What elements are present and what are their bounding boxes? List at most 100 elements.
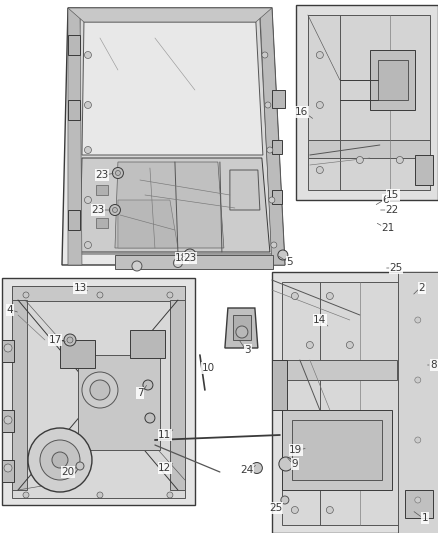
Text: 23: 23 — [92, 205, 105, 215]
Text: 3: 3 — [244, 345, 251, 355]
Text: 23: 23 — [183, 253, 197, 263]
Circle shape — [278, 250, 288, 260]
Text: 2: 2 — [418, 283, 425, 293]
Bar — [115, 255, 273, 269]
Text: 5: 5 — [286, 257, 293, 267]
Text: 25: 25 — [269, 503, 283, 513]
Circle shape — [326, 293, 333, 300]
Polygon shape — [308, 15, 430, 190]
Bar — [2, 460, 14, 482]
Text: 9: 9 — [292, 459, 298, 469]
Circle shape — [316, 101, 323, 109]
Bar — [272, 360, 287, 410]
Circle shape — [85, 197, 92, 204]
Circle shape — [4, 464, 12, 472]
Circle shape — [23, 292, 29, 298]
Polygon shape — [296, 5, 438, 200]
Circle shape — [279, 457, 293, 471]
Text: 18: 18 — [175, 253, 188, 263]
Circle shape — [167, 292, 173, 298]
Circle shape — [64, 334, 76, 346]
Circle shape — [173, 259, 182, 268]
Text: 19: 19 — [289, 445, 303, 455]
Bar — [292, 420, 382, 480]
Circle shape — [236, 326, 248, 338]
Bar — [308, 140, 430, 158]
Bar — [2, 410, 14, 432]
Bar — [272, 140, 282, 154]
Polygon shape — [282, 282, 430, 525]
Text: 22: 22 — [385, 205, 399, 215]
Text: 24: 24 — [240, 465, 254, 475]
Bar — [272, 190, 282, 204]
Polygon shape — [118, 200, 178, 248]
Polygon shape — [80, 158, 270, 252]
Circle shape — [262, 52, 268, 58]
Circle shape — [415, 377, 421, 383]
Circle shape — [326, 506, 333, 513]
Bar — [68, 35, 80, 55]
Text: 20: 20 — [61, 467, 74, 477]
Bar — [60, 340, 95, 368]
Bar — [68, 100, 80, 120]
Circle shape — [291, 506, 298, 513]
Bar — [233, 315, 251, 340]
Polygon shape — [272, 272, 438, 533]
Text: 11: 11 — [158, 430, 172, 440]
Bar — [12, 300, 27, 490]
Text: 21: 21 — [381, 223, 395, 233]
Circle shape — [67, 337, 73, 343]
Bar — [370, 50, 415, 110]
Circle shape — [357, 157, 364, 164]
Circle shape — [40, 440, 80, 480]
Circle shape — [145, 413, 155, 423]
Text: 23: 23 — [95, 170, 109, 180]
Circle shape — [265, 102, 271, 108]
Polygon shape — [260, 8, 285, 265]
Bar — [282, 360, 397, 380]
Circle shape — [306, 342, 313, 349]
Polygon shape — [225, 308, 258, 348]
Text: 4: 4 — [7, 305, 13, 315]
Circle shape — [85, 147, 92, 154]
Circle shape — [316, 52, 323, 59]
Text: 10: 10 — [201, 363, 215, 373]
Circle shape — [4, 344, 12, 352]
Circle shape — [90, 380, 110, 400]
Text: 13: 13 — [73, 283, 87, 293]
Text: 7: 7 — [137, 388, 143, 398]
Circle shape — [4, 416, 12, 424]
Text: 25: 25 — [389, 263, 403, 273]
Bar — [78, 355, 160, 450]
Circle shape — [113, 167, 124, 179]
Polygon shape — [82, 22, 263, 155]
Circle shape — [28, 428, 92, 492]
Circle shape — [316, 166, 323, 174]
Text: 17: 17 — [48, 335, 62, 345]
Polygon shape — [62, 8, 285, 265]
Bar — [415, 155, 433, 185]
Circle shape — [116, 171, 120, 175]
Polygon shape — [12, 286, 185, 498]
Bar — [96, 218, 108, 228]
Polygon shape — [2, 278, 195, 505]
Bar — [2, 340, 14, 362]
Bar — [282, 410, 392, 490]
Circle shape — [415, 437, 421, 443]
Circle shape — [82, 372, 118, 408]
Circle shape — [271, 242, 277, 248]
Circle shape — [267, 147, 273, 153]
Circle shape — [23, 492, 29, 498]
Circle shape — [52, 452, 68, 468]
Circle shape — [132, 261, 142, 271]
Circle shape — [76, 462, 84, 470]
Text: 6: 6 — [382, 195, 389, 205]
Bar — [12, 286, 185, 301]
Circle shape — [346, 342, 353, 349]
Text: 12: 12 — [158, 463, 172, 473]
Bar — [96, 185, 108, 195]
Bar — [378, 60, 408, 100]
Circle shape — [415, 317, 421, 323]
Circle shape — [184, 249, 196, 261]
Circle shape — [415, 497, 421, 503]
